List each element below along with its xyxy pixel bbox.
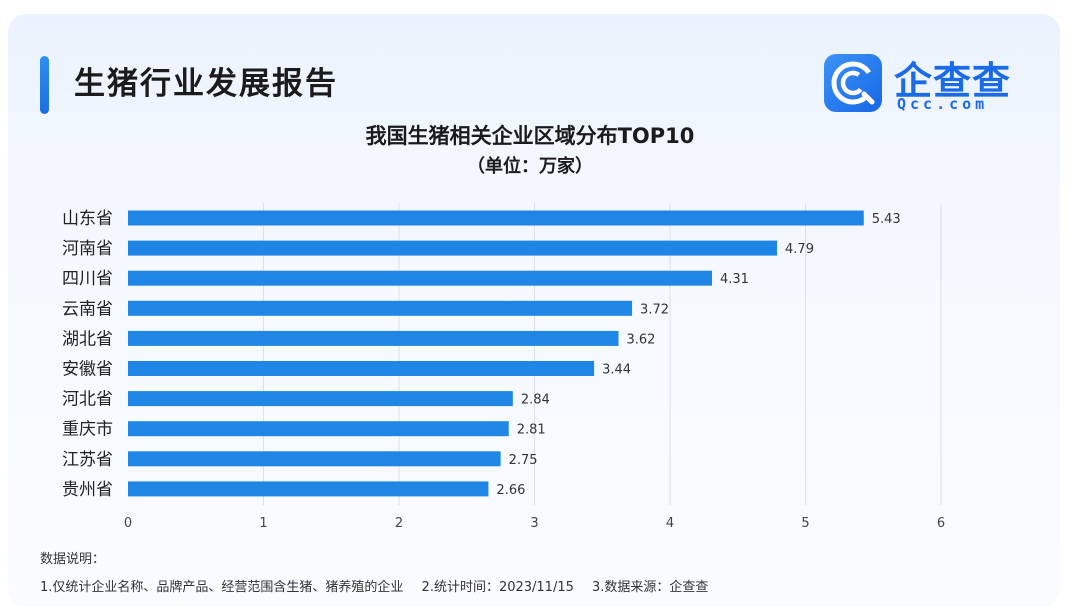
x-tick-label: 1: [259, 516, 267, 531]
bar: [128, 300, 633, 316]
category-label: 贵州省: [62, 480, 113, 500]
data-label: 3.62: [627, 332, 656, 347]
category-label: 重庆市: [62, 420, 113, 440]
notes-line: 1.仅统计企业名称、品牌产品、经营范围含生猪、猪养殖的企业 2.统计时间：202…: [40, 576, 722, 595]
x-tick-labels: 0 1 2 3 4 5 6: [124, 516, 945, 531]
data-label: 4.31: [720, 272, 749, 287]
logo-name: 企查查: [894, 59, 1012, 103]
x-tick-label: 6: [937, 516, 945, 531]
data-label: 2.66: [496, 483, 525, 498]
x-tick-label: 0: [124, 516, 132, 531]
title-accent-bar: [40, 56, 49, 114]
x-tick-label: 4: [666, 516, 674, 531]
x-tick-label: 5: [801, 516, 809, 531]
bars: [128, 210, 864, 497]
note-item: 1.仅统计企业名称、品牌产品、经营范围含生猪、猪养殖的企业: [40, 580, 404, 595]
chart-title: 我国生猪相关企业区域分布TOP10: [366, 124, 695, 148]
category-label: 江苏省: [62, 450, 113, 470]
category-label: 湖北省: [62, 329, 113, 349]
data-label: 4.79: [785, 242, 814, 257]
bar: [128, 361, 595, 376]
qcc-logo: 企查查 Qcc.com: [824, 54, 1024, 116]
data-labels: 5.43 4.79 4.31 3.72 3.62 3.44 2.84 2.81 2.75 2.66: [496, 212, 900, 498]
data-label: 2.75: [509, 453, 538, 468]
bar: [128, 421, 509, 437]
qcc-c-logo-icon: [824, 54, 882, 112]
bar: [128, 481, 489, 497]
data-label: 3.72: [640, 302, 669, 317]
data-label: 3.44: [602, 363, 631, 378]
notes-heading: 数据说明：: [40, 552, 106, 567]
note-item: 3.数据来源：企查查: [592, 580, 709, 595]
chart-subtitle: （单位：万家）: [467, 155, 593, 177]
category-label: 安徽省: [62, 360, 113, 380]
category-label: 河北省: [62, 390, 113, 410]
x-tick-label: 3: [530, 516, 538, 531]
category-label: 云南省: [62, 299, 113, 319]
bar: [128, 451, 501, 467]
bar: [128, 330, 619, 346]
data-label: 2.84: [521, 393, 550, 408]
bar: [128, 240, 778, 256]
bar: [128, 270, 713, 286]
category-label: 四川省: [62, 269, 113, 289]
category-label: 山东省: [62, 209, 113, 229]
x-tick-label: 2: [395, 516, 403, 531]
report-title: 生猪行业发展报告: [74, 66, 338, 102]
note-item: 2.统计时间：2023/11/15: [421, 580, 574, 595]
bar: [128, 210, 864, 226]
data-label: 5.43: [872, 212, 901, 227]
data-label: 2.81: [517, 423, 546, 438]
category-label: 河南省: [62, 239, 113, 259]
logo-domain: Qcc.com: [897, 95, 989, 113]
bar: [128, 391, 513, 407]
